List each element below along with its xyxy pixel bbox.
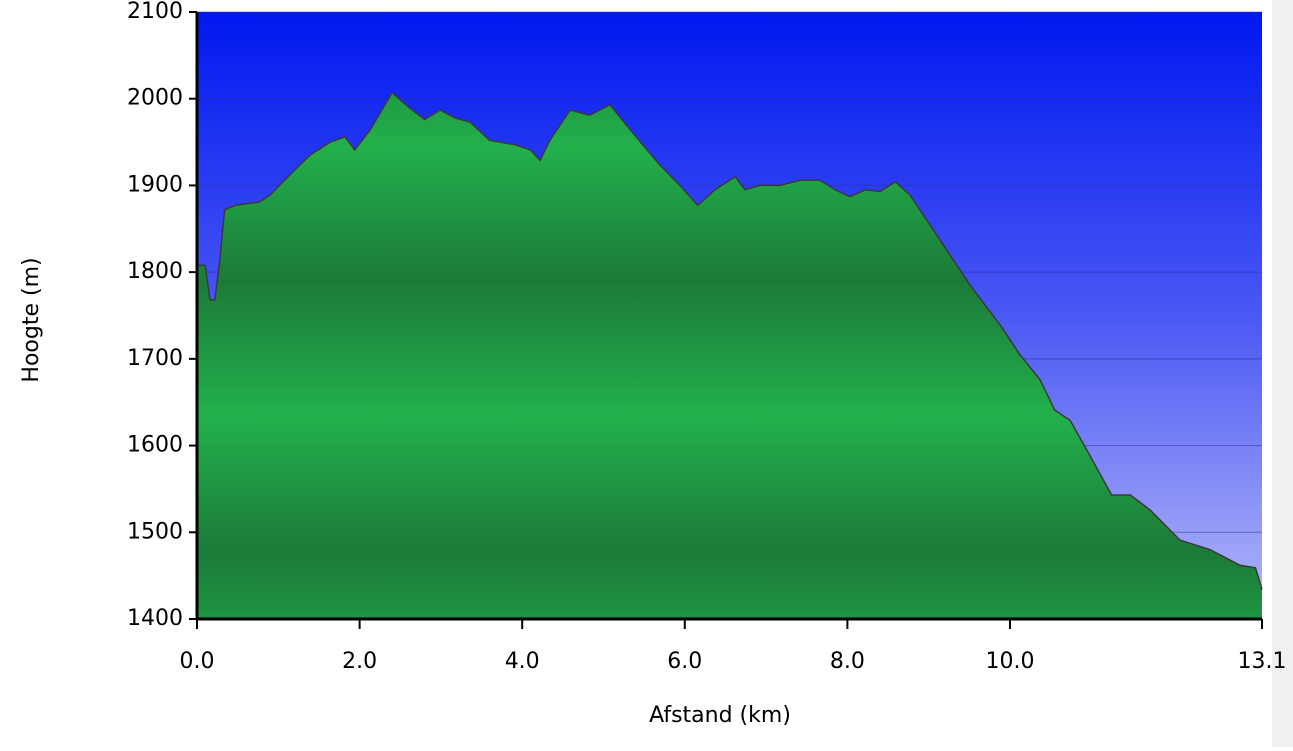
y-axis-label: Hoogte (m)	[19, 257, 44, 382]
line	[197, 91, 1263, 590]
y-tick-label: 1700	[127, 346, 183, 371]
scrollbar	[1272, 0, 1293, 747]
x-tick-label: 0.0	[180, 649, 215, 674]
x-tick-label: 2.0	[342, 649, 377, 674]
y-tick-label: 1400	[127, 606, 183, 631]
y-tick-label: 1800	[127, 259, 183, 284]
y-tick-label: 2000	[127, 86, 183, 111]
area	[197, 92, 1262, 619]
y-tick-label: 1500	[127, 519, 183, 544]
x-tick-label: 13.1	[1238, 649, 1287, 674]
x-tick-label: 6.0	[667, 649, 702, 674]
x-axis-label: Afstand (km)	[649, 703, 791, 728]
x-tick-label: 8.0	[830, 649, 865, 674]
y-tick-label: 1900	[127, 172, 183, 197]
x-tick-label: 10.0	[985, 649, 1034, 674]
y-tick-label: 2100	[127, 0, 183, 24]
y-tick-label: 1600	[127, 433, 183, 458]
x-tick-label: 4.0	[505, 649, 540, 674]
